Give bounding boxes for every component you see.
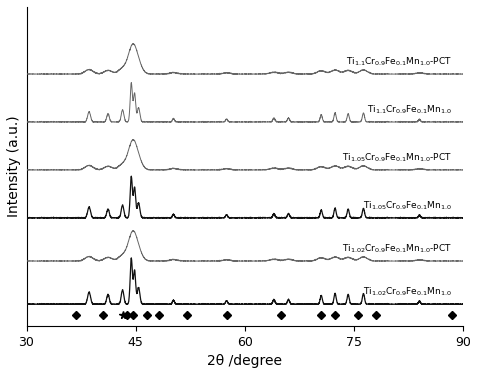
X-axis label: 2θ /degree: 2θ /degree xyxy=(207,354,282,368)
Text: Ti$_{1.02}$Cr$_{0.9}$Fe$_{0.1}$Mn$_{1.0}$-PCT: Ti$_{1.02}$Cr$_{0.9}$Fe$_{0.1}$Mn$_{1.0}… xyxy=(342,243,452,255)
Text: Ti$_{1.02}$Cr$_{0.9}$Fe$_{0.1}$Mn$_{1.0}$: Ti$_{1.02}$Cr$_{0.9}$Fe$_{0.1}$Mn$_{1.0}… xyxy=(363,286,452,298)
Text: Ti$_{1.1}$Cr$_{0.9}$Fe$_{0.1}$Mn$_{1.0}$: Ti$_{1.1}$Cr$_{0.9}$Fe$_{0.1}$Mn$_{1.0}$ xyxy=(367,104,452,116)
Y-axis label: Intensity (a.u.): Intensity (a.u.) xyxy=(7,116,21,217)
Text: Ti$_{1.05}$Cr$_{0.9}$Fe$_{0.1}$Mn$_{1.0}$: Ti$_{1.05}$Cr$_{0.9}$Fe$_{0.1}$Mn$_{1.0}… xyxy=(363,200,452,212)
Text: Ti$_{1.05}$Cr$_{0.9}$Fe$_{0.1}$Mn$_{1.0}$-PCT: Ti$_{1.05}$Cr$_{0.9}$Fe$_{0.1}$Mn$_{1.0}… xyxy=(342,152,452,164)
Text: Ti$_{1.1}$Cr$_{0.9}$Fe$_{0.1}$Mn$_{1.0}$-PCT: Ti$_{1.1}$Cr$_{0.9}$Fe$_{0.1}$Mn$_{1.0}$… xyxy=(346,56,452,68)
